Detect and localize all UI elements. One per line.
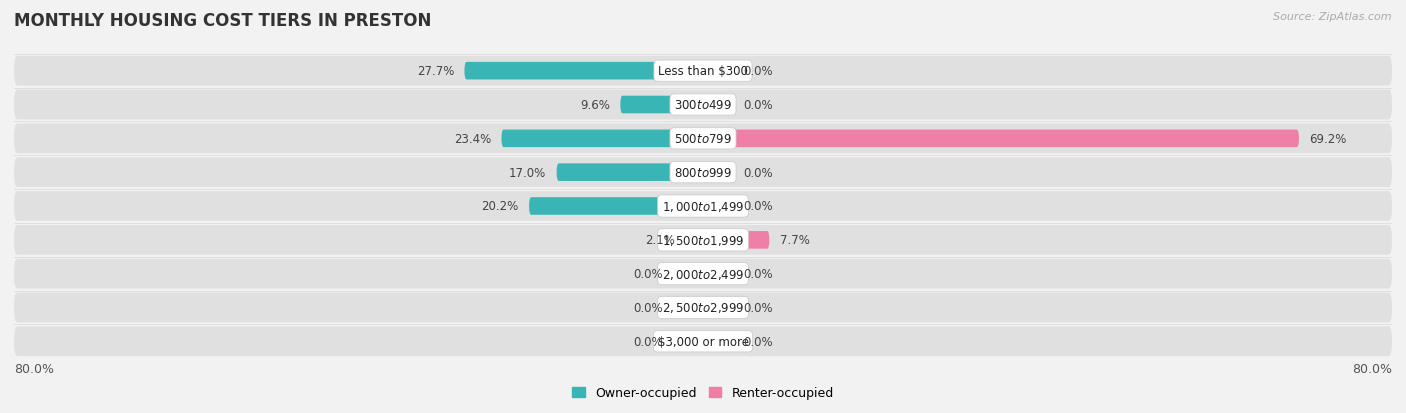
FancyBboxPatch shape — [703, 299, 733, 316]
Text: $800 to $999: $800 to $999 — [673, 166, 733, 179]
Text: 0.0%: 0.0% — [744, 99, 773, 112]
FancyBboxPatch shape — [14, 259, 1392, 289]
FancyBboxPatch shape — [703, 265, 733, 283]
Text: 27.7%: 27.7% — [416, 65, 454, 78]
FancyBboxPatch shape — [14, 124, 1392, 154]
FancyBboxPatch shape — [464, 63, 703, 80]
Text: 7.7%: 7.7% — [780, 234, 810, 247]
Text: 80.0%: 80.0% — [14, 363, 53, 375]
Text: 80.0%: 80.0% — [1353, 363, 1392, 375]
Text: 69.2%: 69.2% — [1309, 133, 1347, 145]
FancyBboxPatch shape — [557, 164, 703, 182]
Text: MONTHLY HOUSING COST TIERS IN PRESTON: MONTHLY HOUSING COST TIERS IN PRESTON — [14, 12, 432, 30]
FancyBboxPatch shape — [703, 333, 733, 350]
Text: 17.0%: 17.0% — [509, 166, 547, 179]
Text: $500 to $799: $500 to $799 — [673, 133, 733, 145]
FancyBboxPatch shape — [673, 299, 703, 316]
FancyBboxPatch shape — [14, 293, 1392, 323]
FancyBboxPatch shape — [14, 90, 1392, 120]
Text: $2,000 to $2,499: $2,000 to $2,499 — [662, 267, 744, 281]
Text: Source: ZipAtlas.com: Source: ZipAtlas.com — [1274, 12, 1392, 22]
Text: 9.6%: 9.6% — [581, 99, 610, 112]
Legend: Owner-occupied, Renter-occupied: Owner-occupied, Renter-occupied — [568, 381, 838, 404]
FancyBboxPatch shape — [673, 265, 703, 283]
FancyBboxPatch shape — [703, 63, 733, 80]
FancyBboxPatch shape — [703, 231, 769, 249]
FancyBboxPatch shape — [620, 97, 703, 114]
FancyBboxPatch shape — [502, 130, 703, 148]
Text: 0.0%: 0.0% — [633, 301, 662, 314]
FancyBboxPatch shape — [673, 333, 703, 350]
FancyBboxPatch shape — [685, 231, 703, 249]
Text: 20.2%: 20.2% — [481, 200, 519, 213]
Text: Less than $300: Less than $300 — [658, 65, 748, 78]
FancyBboxPatch shape — [529, 198, 703, 215]
Text: 2.1%: 2.1% — [645, 234, 675, 247]
FancyBboxPatch shape — [703, 198, 733, 215]
Text: 0.0%: 0.0% — [633, 335, 662, 348]
Text: 0.0%: 0.0% — [744, 65, 773, 78]
Text: 0.0%: 0.0% — [633, 268, 662, 280]
Text: $300 to $499: $300 to $499 — [673, 99, 733, 112]
Text: $1,500 to $1,999: $1,500 to $1,999 — [662, 233, 744, 247]
FancyBboxPatch shape — [14, 57, 1392, 86]
FancyBboxPatch shape — [703, 97, 733, 114]
Text: 0.0%: 0.0% — [744, 335, 773, 348]
FancyBboxPatch shape — [703, 130, 1299, 148]
Text: $2,500 to $2,999: $2,500 to $2,999 — [662, 301, 744, 315]
FancyBboxPatch shape — [14, 192, 1392, 221]
Text: 0.0%: 0.0% — [744, 166, 773, 179]
Text: 0.0%: 0.0% — [744, 200, 773, 213]
FancyBboxPatch shape — [703, 164, 733, 182]
FancyBboxPatch shape — [14, 158, 1392, 188]
Text: $1,000 to $1,499: $1,000 to $1,499 — [662, 199, 744, 214]
Text: 0.0%: 0.0% — [744, 301, 773, 314]
Text: 23.4%: 23.4% — [454, 133, 491, 145]
Text: $3,000 or more: $3,000 or more — [658, 335, 748, 348]
Text: 0.0%: 0.0% — [744, 268, 773, 280]
FancyBboxPatch shape — [14, 327, 1392, 356]
FancyBboxPatch shape — [14, 225, 1392, 255]
